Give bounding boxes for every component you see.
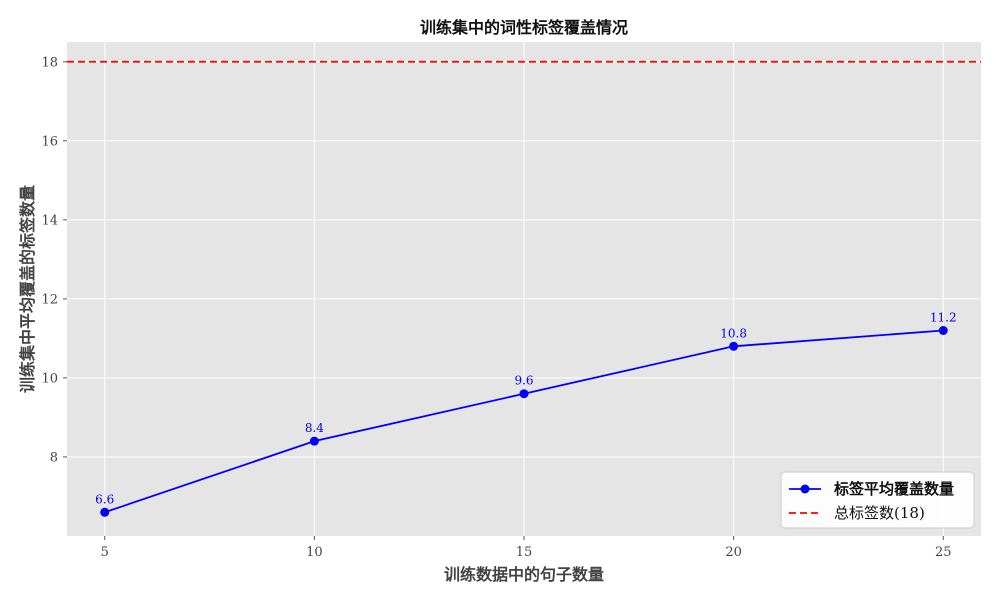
y-tick-label: 14 [41,213,58,228]
data-label: 6.6 [95,492,114,506]
legend-reference-label: 总标签数(18) [834,504,925,522]
y-tick-label: 16 [41,134,58,149]
x-tick-label: 15 [516,545,533,560]
y-tick-label: 10 [41,371,58,386]
y-tick-label: 18 [41,55,58,70]
y-tick-label: 12 [41,292,58,307]
data-label: 10.8 [720,326,747,340]
data-label: 9.6 [514,374,533,388]
legend: 标签平均覆盖数量 总标签数(18) [780,471,975,529]
data-label: 8.4 [305,421,324,435]
x-axis-label: 训练数据中的句子数量 [444,565,604,584]
data-point [100,507,110,517]
x-tick-label: 25 [935,545,952,560]
data-point [938,325,948,335]
data-label: 11.2 [930,310,957,324]
data-labels-group: 6.6 8.4 9.6 10.8 11.2 [95,310,956,506]
y-axis-label: 训练集中平均覆盖的标签数量 [18,185,37,393]
x-tick-label: 10 [306,545,323,560]
legend-series-marker [800,484,810,494]
y-tick-label: 8 [50,450,58,465]
data-point [729,341,739,351]
x-tick-label: 20 [725,545,742,560]
legend-series-label: 标签平均覆盖数量 [833,480,954,498]
y-tick-labels: 8 10 12 14 16 18 [41,55,67,465]
x-tick-label: 5 [101,545,109,560]
x-tick-labels: 5 10 15 20 25 [101,536,952,560]
legend-box [780,471,975,529]
data-point [519,389,529,399]
chart-title: 训练集中的词性标签覆盖情况 [420,18,628,37]
series-group [100,325,948,517]
data-point [309,436,319,446]
